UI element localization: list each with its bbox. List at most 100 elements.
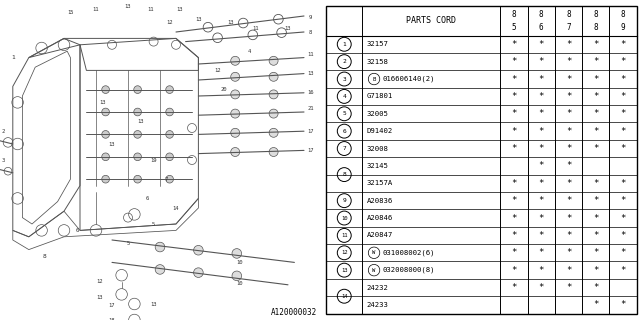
- Text: *: *: [511, 75, 516, 84]
- Text: D91402: D91402: [367, 128, 393, 134]
- Text: 12: 12: [214, 68, 221, 73]
- Text: 17: 17: [109, 303, 115, 308]
- Text: *: *: [566, 109, 571, 118]
- Text: *: *: [593, 300, 598, 309]
- Text: 5: 5: [342, 111, 346, 116]
- Circle shape: [230, 72, 239, 81]
- Text: 1: 1: [11, 55, 15, 60]
- Text: *: *: [620, 196, 626, 205]
- Text: 2: 2: [342, 59, 346, 64]
- Circle shape: [232, 249, 242, 258]
- Circle shape: [155, 242, 165, 252]
- Text: 13: 13: [150, 301, 157, 307]
- Text: PARTS CORD: PARTS CORD: [406, 17, 456, 26]
- Text: 10: 10: [237, 281, 243, 286]
- Text: *: *: [566, 179, 571, 188]
- Text: *: *: [593, 75, 598, 84]
- Text: 6: 6: [539, 23, 543, 32]
- Text: 13: 13: [227, 20, 234, 25]
- Text: G71801: G71801: [367, 93, 393, 100]
- Text: *: *: [566, 92, 571, 101]
- Text: B: B: [372, 76, 376, 82]
- Circle shape: [230, 148, 239, 156]
- Text: 8: 8: [593, 10, 598, 19]
- Text: 8: 8: [511, 10, 516, 19]
- Text: 8: 8: [593, 23, 598, 32]
- Text: 4: 4: [342, 94, 346, 99]
- Text: 13: 13: [341, 268, 348, 273]
- Text: *: *: [620, 248, 626, 257]
- Text: *: *: [538, 179, 544, 188]
- Text: 4: 4: [248, 49, 252, 54]
- Text: 13: 13: [138, 119, 144, 124]
- Text: *: *: [593, 266, 598, 275]
- Text: 8: 8: [342, 172, 346, 177]
- Text: 11: 11: [341, 233, 348, 238]
- Text: *: *: [538, 57, 544, 66]
- Text: *: *: [593, 196, 598, 205]
- Text: *: *: [566, 75, 571, 84]
- Text: 14: 14: [341, 294, 348, 299]
- Text: 7: 7: [164, 177, 168, 182]
- Text: *: *: [538, 161, 544, 171]
- Text: *: *: [593, 127, 598, 136]
- Text: 5: 5: [126, 241, 130, 246]
- Text: *: *: [538, 127, 544, 136]
- Text: 1: 1: [342, 42, 346, 47]
- Circle shape: [166, 131, 173, 138]
- Text: *: *: [538, 231, 544, 240]
- Text: 11: 11: [253, 26, 259, 31]
- Circle shape: [193, 268, 204, 277]
- Text: *: *: [511, 266, 516, 275]
- Text: 32157A: 32157A: [367, 180, 393, 186]
- Text: *: *: [566, 40, 571, 49]
- Text: *: *: [620, 109, 626, 118]
- Circle shape: [166, 108, 173, 116]
- Text: *: *: [511, 283, 516, 292]
- Text: *: *: [620, 57, 626, 66]
- Circle shape: [102, 153, 109, 161]
- Text: 16: 16: [307, 90, 314, 95]
- Circle shape: [269, 148, 278, 156]
- Text: 3: 3: [1, 157, 5, 163]
- Text: *: *: [620, 300, 626, 309]
- Text: *: *: [620, 92, 626, 101]
- Text: *: *: [511, 196, 516, 205]
- Text: *: *: [566, 196, 571, 205]
- Text: A20847: A20847: [367, 232, 393, 238]
- Text: *: *: [511, 248, 516, 257]
- Text: *: *: [538, 248, 544, 257]
- Text: *: *: [620, 144, 626, 153]
- Text: 8: 8: [539, 10, 543, 19]
- Text: 5: 5: [511, 23, 516, 32]
- Text: *: *: [511, 109, 516, 118]
- Text: 8: 8: [621, 10, 625, 19]
- Text: 11: 11: [147, 7, 154, 12]
- Circle shape: [102, 86, 109, 93]
- Text: *: *: [538, 144, 544, 153]
- Text: 13: 13: [125, 4, 131, 9]
- Text: 7: 7: [566, 23, 571, 32]
- Text: *: *: [593, 179, 598, 188]
- Text: 21: 21: [307, 106, 314, 111]
- Text: *: *: [538, 283, 544, 292]
- Text: A20846: A20846: [367, 215, 393, 221]
- Text: *: *: [593, 92, 598, 101]
- Text: *: *: [511, 127, 516, 136]
- Text: *: *: [511, 213, 516, 222]
- Text: 24233: 24233: [367, 302, 388, 308]
- Circle shape: [155, 265, 165, 274]
- Text: 18: 18: [109, 317, 115, 320]
- Text: *: *: [593, 213, 598, 222]
- Circle shape: [230, 90, 239, 99]
- Text: 6: 6: [145, 196, 149, 201]
- Circle shape: [134, 108, 141, 116]
- Text: *: *: [566, 231, 571, 240]
- Circle shape: [134, 153, 141, 161]
- Text: 14: 14: [173, 205, 179, 211]
- Text: 13: 13: [176, 7, 182, 12]
- Circle shape: [193, 245, 204, 255]
- Circle shape: [102, 108, 109, 116]
- Text: 032008000(8): 032008000(8): [382, 267, 435, 273]
- Text: 031008002(6): 031008002(6): [382, 250, 435, 256]
